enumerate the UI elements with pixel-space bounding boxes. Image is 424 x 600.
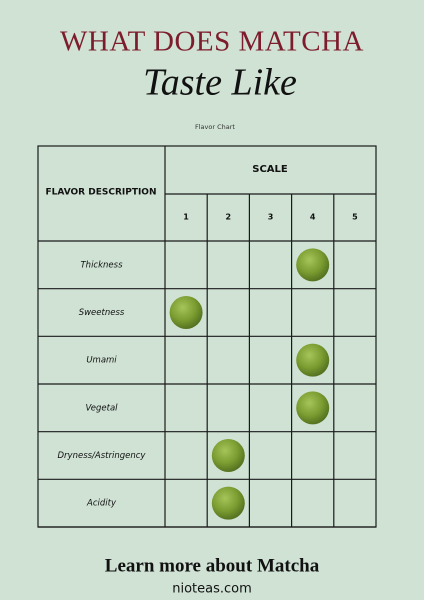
flavor-name: Umami bbox=[86, 356, 117, 366]
scale-number: 5 bbox=[352, 213, 358, 222]
flavor-name: Vegetal bbox=[85, 403, 118, 413]
matcha-rating bbox=[296, 391, 330, 425]
script-title: Taste Like bbox=[143, 62, 297, 104]
scale-label: SCALE bbox=[252, 164, 288, 175]
matcha-rating bbox=[296, 343, 330, 377]
flavor-name: Thickness bbox=[80, 260, 123, 270]
subtitle: Flavor Chart bbox=[195, 123, 235, 131]
url[interactable]: nioteas.com bbox=[172, 582, 252, 597]
flavor-name: Dryness/Astringency bbox=[58, 451, 147, 461]
matcha-rating bbox=[211, 486, 245, 520]
matcha-rating bbox=[296, 248, 330, 282]
scale-number: 1 bbox=[183, 213, 189, 222]
corner-label: FLAVOR DESCRIPTION bbox=[45, 188, 156, 198]
flavor-name: Sweetness bbox=[79, 308, 125, 318]
cta: Learn more about Matcha bbox=[105, 555, 320, 576]
matcha-rating bbox=[211, 439, 245, 472]
scale-number: 2 bbox=[226, 213, 232, 222]
scale-number: 3 bbox=[268, 213, 274, 222]
scale-number: 4 bbox=[310, 213, 316, 222]
title: WHAT DOES MATCHA bbox=[60, 26, 364, 58]
flavor-name: Acidity bbox=[86, 499, 117, 509]
matcha-rating bbox=[169, 296, 203, 329]
